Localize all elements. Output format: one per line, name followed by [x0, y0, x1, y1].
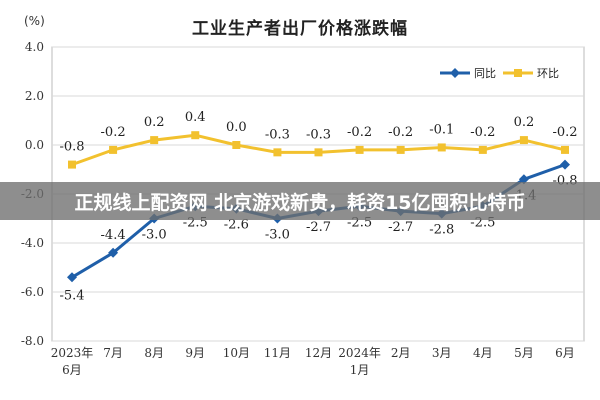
data-label-yoy: -4.4	[101, 228, 126, 243]
data-label-mom: 0.2	[514, 115, 535, 130]
data-point-yoy	[108, 247, 119, 258]
data-point-mom	[150, 136, 159, 145]
x-tick-label: 8月	[144, 346, 164, 360]
data-point-mom	[191, 131, 200, 140]
data-label-mom: -0.8	[59, 140, 84, 155]
data-label-yoy: -3.0	[142, 228, 167, 243]
y-tick-label: 4.0	[25, 40, 44, 54]
data-label-mom: -0.2	[470, 125, 495, 140]
x-tick-label: 3月	[432, 346, 452, 360]
data-label-mom: -0.2	[552, 125, 577, 140]
legend-label: 环比	[537, 67, 559, 80]
x-tick-label: 2024年 1月	[338, 346, 381, 377]
x-tick-label: 10月	[223, 346, 250, 360]
data-label-mom: 0.4	[185, 110, 206, 125]
data-point-mom	[561, 145, 569, 154]
data-point-mom	[355, 145, 364, 154]
data-label-mom: -0.2	[347, 125, 372, 140]
y-tick-label: -6.0	[21, 285, 44, 299]
x-tick-label: 11月	[264, 346, 291, 360]
data-point-mom	[437, 143, 446, 152]
x-tick-label: 7月	[103, 346, 123, 360]
overlay-banner: 正规线上配资网 北京游戏新贵，耗资15亿囤积比特币	[0, 182, 600, 220]
x-tick-label: 6月	[555, 346, 575, 360]
data-point-yoy	[67, 272, 77, 283]
data-point-mom	[109, 145, 118, 154]
y-unit-label: (%)	[24, 14, 45, 28]
chart-title: 工业生产者出厂价格涨跌幅	[192, 19, 408, 39]
data-label-yoy: -3.0	[265, 228, 290, 243]
data-label-mom: -0.2	[101, 125, 126, 140]
data-label-mom: -0.3	[306, 127, 331, 142]
data-point-mom	[273, 148, 282, 157]
data-label-mom: -0.2	[388, 125, 413, 140]
data-label-mom: 0.0	[226, 120, 247, 135]
data-point-mom	[519, 136, 528, 145]
data-label-yoy: -2.6	[224, 218, 249, 233]
x-tick-label: 9月	[185, 346, 205, 360]
data-point-yoy	[560, 159, 570, 170]
legend-marker	[514, 69, 522, 77]
x-tick-label: 4月	[473, 346, 493, 360]
data-label-mom: -0.3	[265, 127, 290, 142]
y-tick-label: -8.0	[21, 334, 44, 348]
y-tick-label: 0.0	[25, 138, 44, 152]
data-label-yoy: -2.7	[388, 220, 413, 235]
x-tick-label: 2023年 6月	[51, 346, 94, 377]
x-tick-label: 12月	[305, 346, 332, 360]
data-label-yoy: -2.7	[306, 220, 331, 235]
data-point-mom	[68, 160, 76, 169]
data-label-mom: 0.2	[144, 115, 165, 130]
x-tick-label: 5月	[514, 346, 534, 360]
data-point-mom	[396, 145, 405, 154]
data-label-yoy: -2.8	[429, 223, 454, 238]
y-tick-label: -4.0	[21, 236, 44, 250]
data-point-mom	[478, 145, 487, 154]
legend-label: 同比	[474, 67, 496, 80]
data-label-yoy: -5.4	[59, 288, 84, 303]
legend-marker	[450, 68, 460, 78]
data-label-mom: -0.1	[429, 122, 454, 137]
x-tick-label: 2月	[391, 346, 411, 360]
data-point-mom	[314, 148, 323, 157]
data-point-mom	[232, 141, 241, 149]
data-point-yoy	[518, 174, 529, 185]
y-tick-label: 2.0	[25, 89, 44, 103]
